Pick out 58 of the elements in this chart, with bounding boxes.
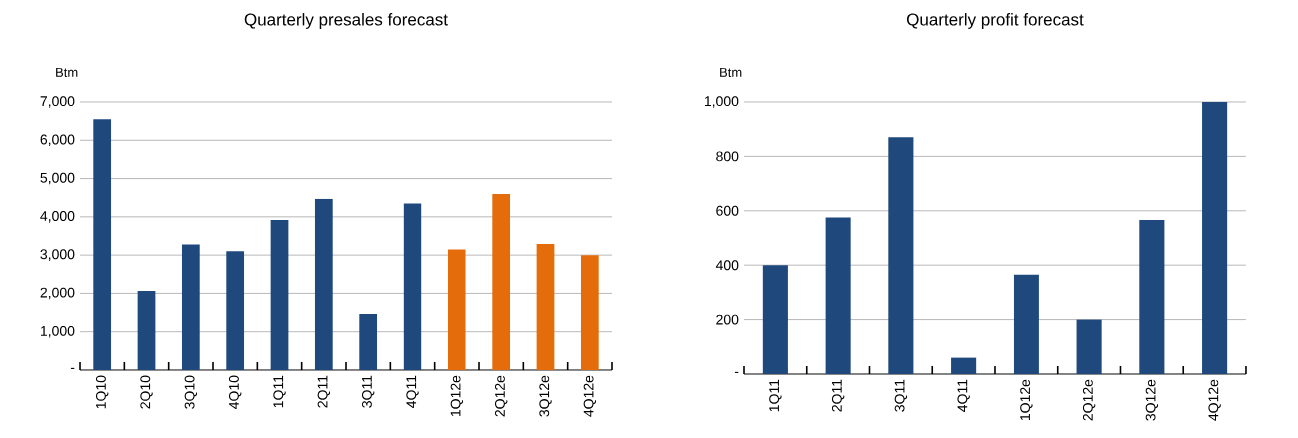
bar <box>137 291 156 370</box>
chart-title: Quarterly profit forecast <box>906 13 1084 29</box>
y-axis-title: Btm <box>56 67 78 77</box>
x-tick-label: 1Q10 <box>95 375 109 409</box>
bar <box>536 244 555 370</box>
y-tick-label: 1,000 <box>704 96 739 108</box>
bar <box>888 137 914 374</box>
y-tick-label: 2,000 <box>40 287 75 300</box>
x-tick-label: 2Q12e <box>494 375 508 417</box>
x-tick-label: 4Q11 <box>406 375 419 408</box>
x-tick-label: 2Q11 <box>831 379 845 412</box>
x-tick-label: 4Q10 <box>228 375 242 409</box>
bar <box>1013 274 1039 374</box>
bar <box>314 198 333 370</box>
bar <box>226 251 245 370</box>
bar <box>951 357 977 374</box>
x-tick-label: 2Q12e <box>1082 379 1096 421</box>
bar <box>270 219 289 370</box>
bar <box>825 217 851 374</box>
y-tick-label: 800 <box>716 151 739 162</box>
bar <box>447 249 466 370</box>
y-tick-label: - <box>734 371 739 373</box>
x-tick-label: 3Q11 <box>894 379 908 412</box>
y-tick-label: - <box>70 367 75 369</box>
y-tick-label: 5,000 <box>40 172 75 185</box>
bar <box>181 244 200 370</box>
x-tick-label: 1Q11 <box>769 379 782 412</box>
y-tick-label: 3,000 <box>40 249 75 261</box>
x-tick-label: 3Q12e <box>1145 379 1159 421</box>
bar <box>580 255 599 370</box>
y-tick-label: 600 <box>716 205 739 216</box>
y-tick-label: 6,000 <box>40 134 75 147</box>
y-axis-title: Btm <box>720 67 742 77</box>
x-tick-label: 4Q11 <box>957 379 970 412</box>
bar <box>492 193 511 370</box>
bar <box>762 265 788 374</box>
x-tick-label: 2Q11 <box>317 375 331 408</box>
y-tick-label: 4,000 <box>40 211 75 223</box>
x-tick-label: 4Q12e <box>583 375 597 417</box>
bar <box>93 119 112 370</box>
bar <box>359 314 378 370</box>
x-tick-label: 3Q10 <box>184 375 198 409</box>
y-tick-label: 1,000 <box>40 325 75 338</box>
x-tick-label: 3Q11 <box>361 375 375 408</box>
y-tick-label: 400 <box>715 260 739 271</box>
y-tick-label: 200 <box>716 314 739 325</box>
bar <box>1202 101 1228 374</box>
x-tick-label: 1Q12e <box>1020 379 1033 421</box>
x-tick-label: 2Q10 <box>140 375 153 409</box>
bar <box>1076 319 1102 374</box>
bar <box>1139 220 1165 374</box>
x-tick-label: 1Q11 <box>273 375 286 408</box>
x-tick-label: 1Q12e <box>450 375 464 417</box>
y-tick-label: 7,000 <box>40 96 75 108</box>
bar <box>403 203 422 370</box>
x-tick-label: 4Q12e <box>1208 379 1221 421</box>
x-tick-label: 3Q12e <box>539 375 552 417</box>
chart-title: Quarterly presales forecast <box>244 13 448 29</box>
